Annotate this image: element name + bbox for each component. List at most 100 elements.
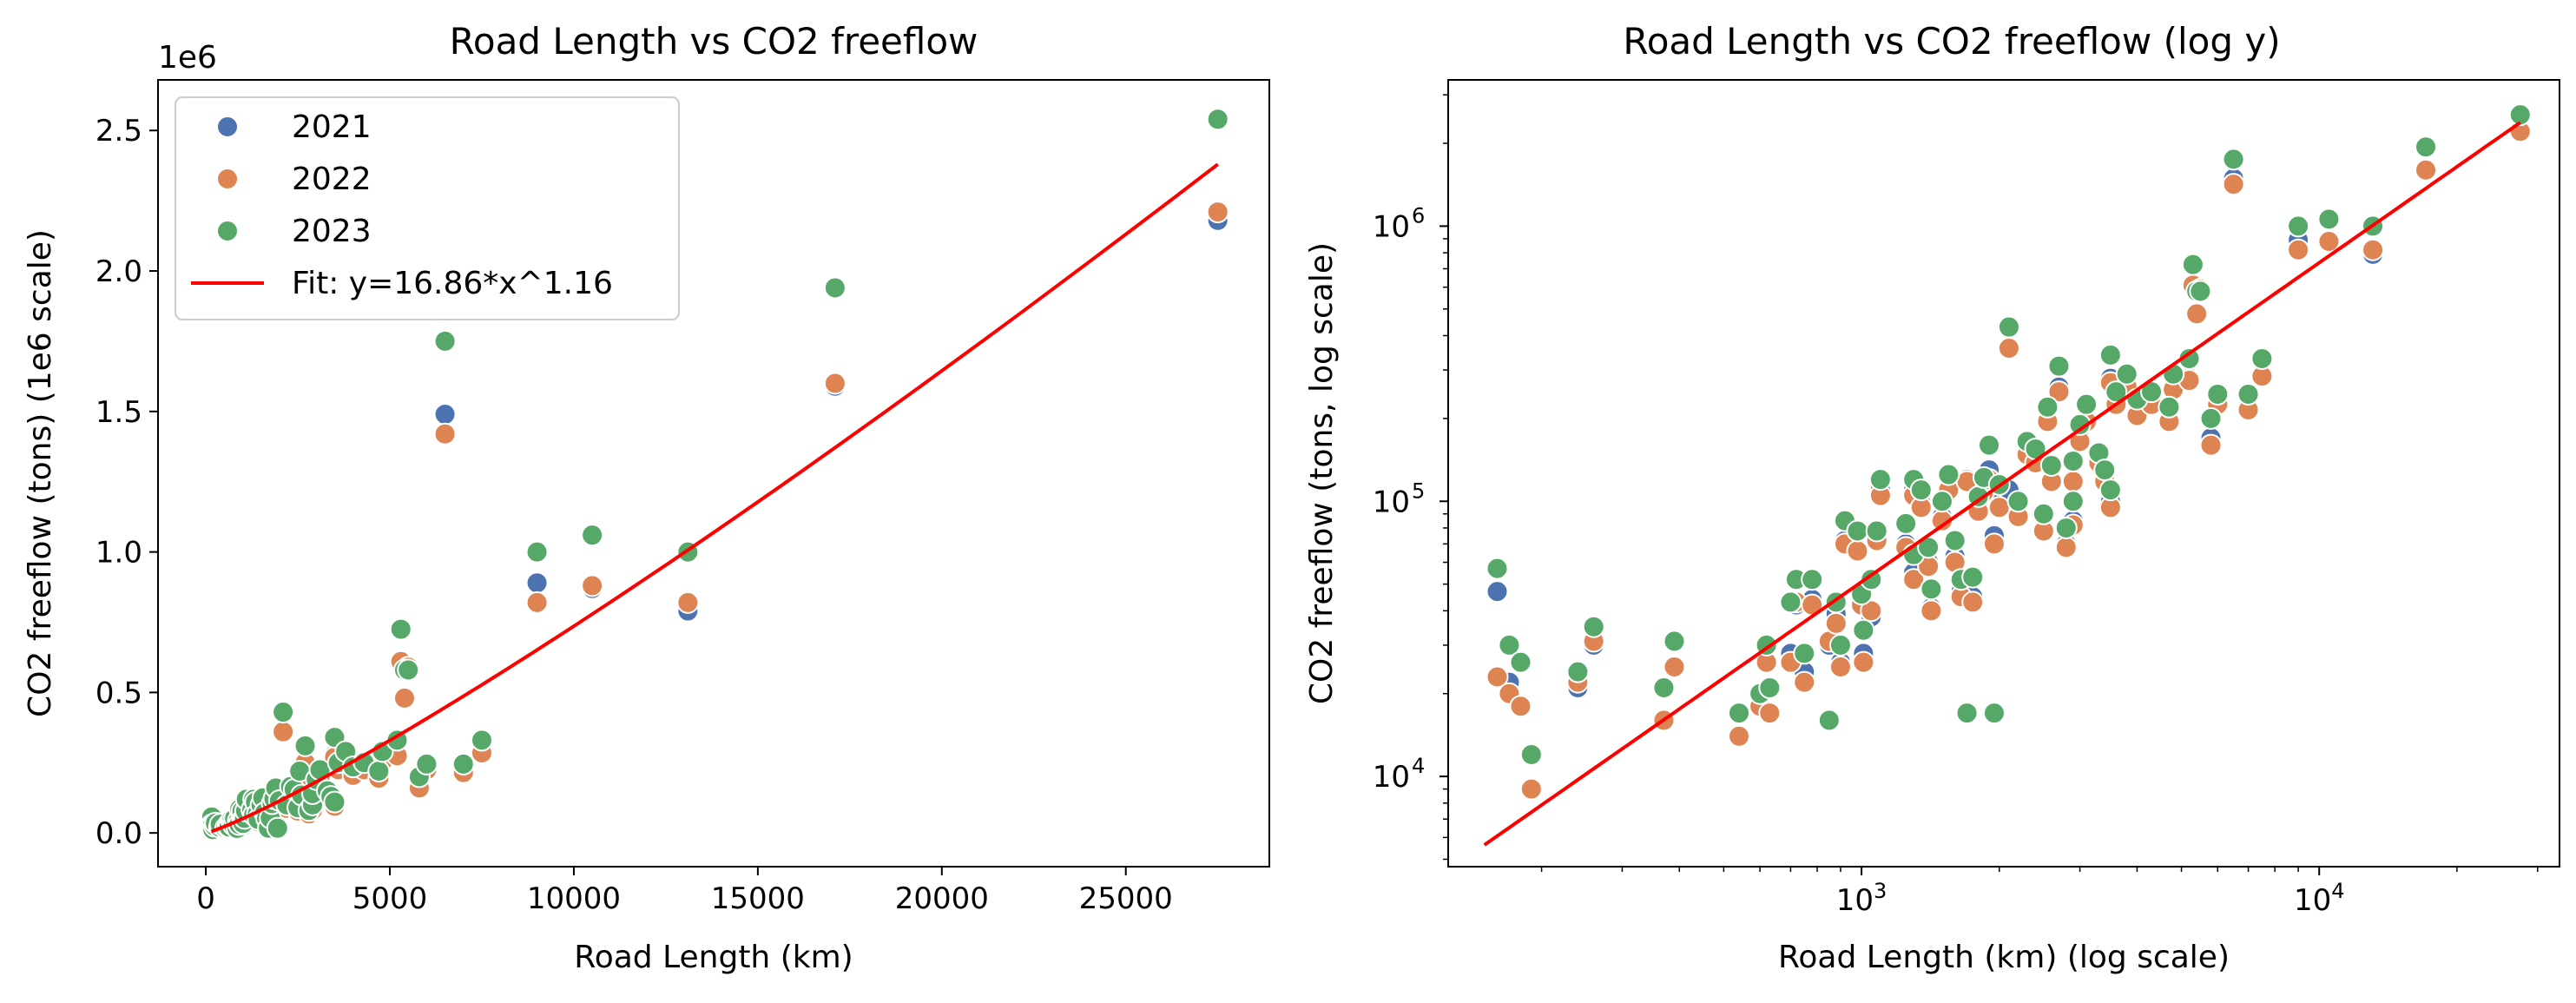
- point-2023: [2093, 459, 2117, 482]
- point-2022: [1519, 777, 1543, 801]
- point-2023: [1793, 642, 1816, 665]
- point-2023: [2098, 343, 2122, 366]
- point-2023: [1206, 108, 1229, 131]
- point-2023: [1652, 676, 1676, 700]
- point-2023: [1663, 630, 1686, 653]
- point-2022: [2199, 433, 2223, 457]
- point-2023: [2036, 395, 2059, 419]
- x-tick-label: 10000: [527, 881, 621, 916]
- point-2022: [1758, 702, 1782, 725]
- point-2022: [2287, 238, 2310, 261]
- point-2023: [1828, 633, 1852, 657]
- point-2023: [1920, 577, 1943, 601]
- point-2023: [2032, 502, 2055, 525]
- point-2022: [2047, 380, 2071, 404]
- point-2022: [1828, 656, 1852, 679]
- left-y-offset-label: 1e6: [158, 40, 217, 76]
- point-2023: [2222, 148, 2245, 171]
- right-x-axis-label: Road Length (km) (log scale): [1778, 940, 2230, 975]
- point-2022: [2185, 302, 2209, 326]
- legend-label-fit: Fit: y=16.86*x^1.16: [292, 266, 613, 301]
- right-plot-area: [1483, 103, 2532, 847]
- point-2022: [1509, 695, 1532, 718]
- point-2023: [1909, 478, 1933, 502]
- point-2023: [1997, 315, 2020, 339]
- point-2022: [1793, 670, 1816, 694]
- point-2023: [2061, 490, 2085, 513]
- point-2023: [1801, 568, 1824, 591]
- x-tick-label: 5000: [352, 881, 428, 916]
- y-tick-label: 2.5: [96, 114, 142, 148]
- legend-label-2023: 2023: [292, 214, 372, 249]
- point-2023: [2287, 214, 2310, 238]
- point-2022: [1902, 568, 1926, 591]
- point-2023: [1852, 618, 1875, 642]
- left-chart: Road Length vs CO2 freeflow 1e6 0 5000 100…: [23, 20, 1270, 975]
- right-chart-title: Road Length vs CO2 freeflow (log y): [1623, 20, 2280, 63]
- point-2022: [2362, 238, 2385, 261]
- point-2023: [1943, 529, 1967, 552]
- right-fit-line: [1483, 121, 2521, 847]
- point-2023: [2098, 478, 2122, 502]
- x-tick-label: 20000: [895, 881, 989, 916]
- y-tick-label: 10: [1373, 760, 1410, 795]
- y-tick-label: 10: [1373, 209, 1410, 244]
- legend-label-2021: 2021: [292, 109, 372, 145]
- point-2023: [2047, 354, 2071, 378]
- y-tick-label: 1.5: [96, 395, 142, 430]
- point-2022: [1852, 650, 1875, 674]
- point-2022: [1982, 532, 2006, 556]
- point-2022: [676, 591, 700, 614]
- point-2023: [415, 752, 438, 775]
- point-2023: [2061, 449, 2085, 472]
- point-2023: [1865, 519, 1888, 543]
- y-tick-label: 1.0: [96, 536, 142, 571]
- point-2023: [433, 329, 457, 353]
- point-2023: [581, 524, 604, 547]
- point-2023: [1978, 433, 2001, 457]
- point-2022: [1961, 591, 1985, 614]
- point-2023: [2181, 253, 2204, 276]
- legend-marker-2022: [216, 168, 239, 190]
- point-2023: [266, 816, 289, 840]
- point-2021: [525, 571, 549, 595]
- point-2023: [2075, 393, 2098, 416]
- point-2023: [1758, 676, 1782, 700]
- point-2023: [1860, 568, 1883, 591]
- point-2021: [1486, 580, 1509, 604]
- point-2022: [1846, 539, 1869, 563]
- left-y-ticks: 0.0 0.5 1.0 1.5 2.0 2.5: [96, 114, 158, 851]
- point-2023: [470, 729, 493, 752]
- point-2022: [1727, 724, 1750, 748]
- point-2023: [1498, 633, 1521, 657]
- point-2023: [2068, 412, 2092, 436]
- point-2022: [1860, 599, 1883, 623]
- y-tick-label: 0.0: [96, 816, 142, 851]
- point-2023: [1955, 702, 1979, 725]
- x-tick-label: 25000: [1079, 881, 1173, 916]
- point-2022: [2222, 173, 2245, 196]
- point-2022: [1920, 599, 1943, 623]
- right-y-axis-label: CO2 freeflow (tons, log scale): [1304, 242, 1340, 704]
- point-2023: [2199, 406, 2223, 430]
- point-2023: [525, 540, 549, 564]
- point-2023: [1486, 557, 1509, 580]
- y-tick-label: 0.5: [96, 676, 142, 710]
- point-2023: [2415, 135, 2438, 159]
- left-plot-area: [200, 108, 1229, 842]
- point-2022: [823, 372, 847, 395]
- point-2022: [433, 422, 457, 445]
- point-2023: [2237, 382, 2260, 406]
- point-2023: [823, 276, 847, 300]
- point-2023: [1566, 660, 1590, 683]
- point-2023: [2250, 346, 2274, 370]
- x-tick-label: 104: [2294, 879, 2345, 918]
- point-2022: [2317, 229, 2341, 253]
- point-2023: [2006, 490, 2030, 513]
- legend-marker-2023: [216, 220, 239, 242]
- y-tick-exponent: 5: [1412, 478, 1425, 503]
- point-2023: [1582, 615, 1605, 638]
- point-2023: [2054, 516, 2078, 539]
- x-tick-label: 0: [196, 881, 215, 916]
